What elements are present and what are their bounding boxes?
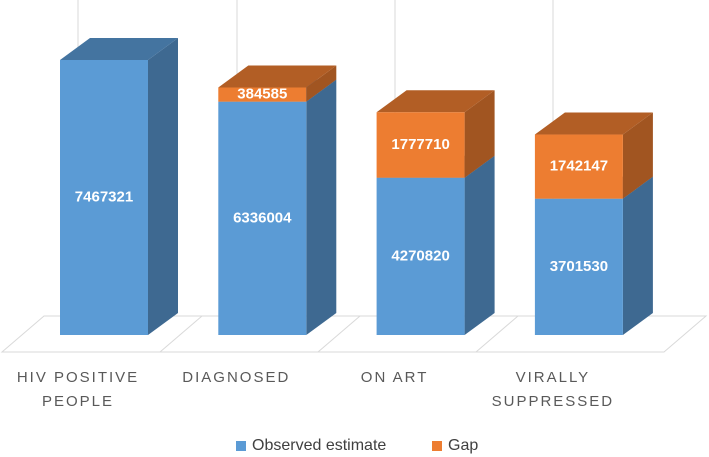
floor-line bbox=[475, 315, 519, 353]
bar-front bbox=[534, 134, 623, 199]
data-label: 6336004 bbox=[233, 209, 292, 226]
data-label: 384585 bbox=[237, 86, 287, 103]
data-label: 3701530 bbox=[550, 258, 608, 275]
bar-segment bbox=[218, 65, 337, 102]
bar-side bbox=[464, 90, 495, 178]
data-label: 7467321 bbox=[75, 188, 133, 205]
legend-label: Observed estimate bbox=[252, 437, 387, 454]
bar-front bbox=[218, 87, 307, 102]
bar-top bbox=[218, 65, 337, 88]
x-tick-label: VIRALLY SUPPRESSED bbox=[491, 369, 615, 410]
bar-top bbox=[60, 38, 178, 60]
bar-segment bbox=[376, 90, 495, 178]
floor bbox=[0, 315, 708, 353]
bar-side bbox=[622, 112, 653, 199]
bar-front bbox=[534, 198, 623, 335]
legend-swatch bbox=[236, 441, 246, 451]
data-label: 1777710 bbox=[391, 136, 449, 153]
bar-side bbox=[148, 38, 178, 335]
bar-segment bbox=[60, 38, 178, 335]
bar-segment bbox=[534, 176, 653, 335]
bar-top bbox=[534, 112, 653, 135]
bar-side bbox=[464, 155, 495, 335]
x-tick-label: DIAGNOSED bbox=[182, 369, 291, 386]
legend-item: Gap bbox=[432, 437, 478, 455]
legend-label: Gap bbox=[448, 437, 479, 454]
data-label: 4270820 bbox=[391, 247, 449, 264]
bar-top bbox=[376, 90, 495, 113]
bar-segment bbox=[218, 79, 337, 336]
bar-side bbox=[306, 65, 337, 102]
legend-swatch bbox=[432, 441, 442, 451]
x-tick-label: ON ART bbox=[360, 369, 429, 386]
bar-side bbox=[622, 176, 653, 335]
bar-segment bbox=[376, 155, 495, 335]
bar-front bbox=[376, 112, 465, 178]
data-label: 1742147 bbox=[550, 158, 608, 175]
floor-line bbox=[159, 315, 203, 353]
legend-item: Observed estimate bbox=[236, 437, 386, 455]
bar-front bbox=[376, 177, 465, 335]
bar-front bbox=[218, 101, 307, 336]
bar-side bbox=[306, 79, 337, 336]
floor-line bbox=[317, 315, 361, 353]
bar-front bbox=[60, 60, 148, 335]
x-tick-label: HIV POSITIVE PEOPLE bbox=[16, 369, 140, 410]
bar-segment bbox=[534, 112, 653, 199]
